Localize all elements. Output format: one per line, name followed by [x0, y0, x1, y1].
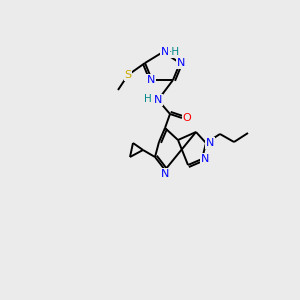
Text: N: N	[201, 154, 209, 164]
Text: N: N	[177, 58, 185, 68]
Text: N: N	[206, 138, 214, 148]
Text: O: O	[183, 113, 191, 123]
Text: ·H: ·H	[168, 47, 180, 57]
Text: N: N	[147, 75, 155, 85]
Text: H: H	[144, 94, 152, 104]
Text: N: N	[161, 47, 169, 57]
Text: N: N	[161, 169, 169, 179]
Text: S: S	[124, 70, 132, 80]
Text: N: N	[154, 95, 162, 105]
